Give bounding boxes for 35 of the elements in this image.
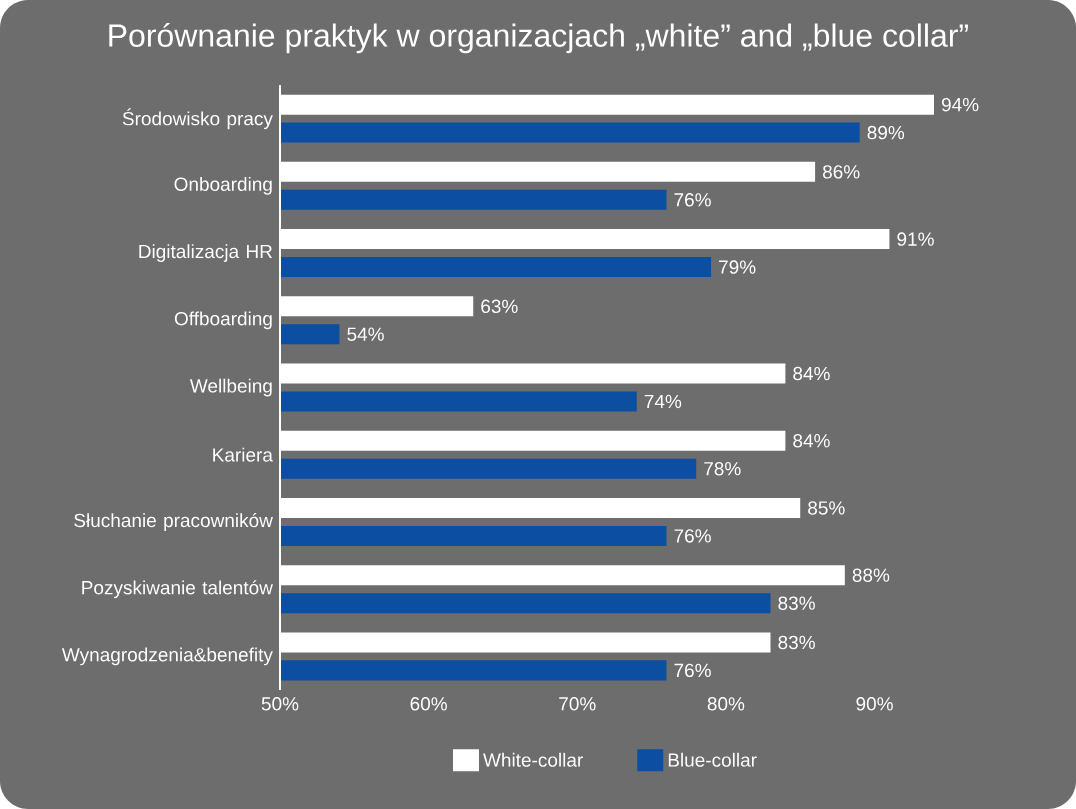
x-tick-label: 90% [856,697,893,711]
data-label: 78% [704,461,741,476]
data-label: 88% [852,568,890,582]
y-tick-label: Wellbeing [189,378,272,397]
data-label: 79% [719,260,756,274]
data-label: 89% [867,125,905,140]
x-tick-label: 50% [261,697,299,711]
y-tick-label: Wynagrodzenia&benefity [61,647,273,666]
chart-title: Porównanie praktyk w organizacjach „white” and „blue collar” [109,23,968,54]
y-tick-label: Digitalizacja HR [139,244,273,262]
legend-label: Blue-collar [668,752,757,767]
y-tick-label: Kariera [213,447,273,462]
data-label: 94% [941,97,979,112]
y-tick-label: Pozyskiwanie talentów [82,580,273,599]
data-label: 91% [897,232,934,246]
y-tick-label: Słuchanie pracowników [74,512,273,531]
data-label: 74% [644,394,682,409]
data-label: 84% [793,366,830,381]
data-label: 83% [778,596,815,610]
data-label: 84% [793,434,830,448]
data-label: 76% [674,193,711,207]
data-label: 83% [778,635,815,650]
x-tick-label: 70% [559,697,596,711]
data-label: 76% [674,663,711,678]
y-tick-label: Offboarding [174,311,272,330]
data-label: 86% [822,165,860,179]
legend-label: White-collar [483,752,583,767]
x-tick-label: 60% [410,697,447,711]
data-label: 76% [674,529,711,543]
x-tick-label: 80% [707,697,745,711]
y-tick-label: Onboarding [174,176,272,195]
data-label: 63% [481,299,518,314]
data-label: 54% [347,327,384,341]
y-tick-label: Środowisko pracy [122,108,273,130]
data-label: 85% [808,501,845,515]
